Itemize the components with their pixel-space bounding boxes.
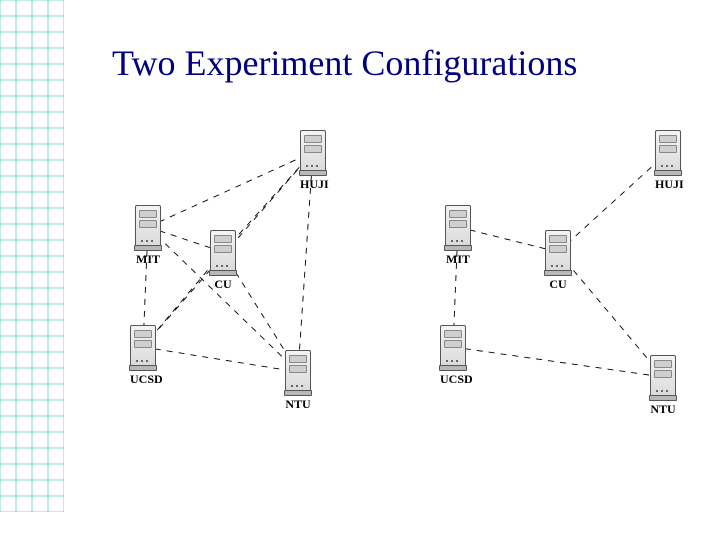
server-icon [650, 355, 676, 399]
node-label: CU [210, 277, 236, 292]
page-title: Two Experiment Configurations [112, 42, 577, 84]
node-label: HUJI [655, 177, 681, 192]
node-cu: CU [210, 230, 236, 292]
node-label: HUJI [300, 177, 326, 192]
node-huji: HUJI [655, 130, 681, 192]
server-icon [545, 230, 571, 274]
node-label: NTU [650, 402, 676, 417]
edge-ucsd-ntu [143, 347, 298, 372]
server-icon [285, 350, 311, 394]
node-huji: HUJI [300, 130, 326, 192]
side-grid [0, 0, 64, 512]
node-label: NTU [285, 397, 311, 412]
server-icon [440, 325, 466, 369]
node-label: CU [545, 277, 571, 292]
node-ucsd: UCSD [440, 325, 466, 387]
server-icon [300, 130, 326, 174]
node-ucsd: UCSD [130, 325, 156, 387]
node-cu: CU [545, 230, 571, 292]
edge-ucsd-ntu [453, 347, 663, 377]
edge-cu-huji [558, 152, 668, 252]
edge-cu-ntu [558, 252, 663, 377]
edge-mit-huji [148, 152, 313, 227]
server-icon [135, 205, 161, 249]
edge-mit-cu [458, 227, 558, 252]
diagram-left: MIT CU HUJI UCSD NTU [95, 120, 385, 410]
node-label: UCSD [440, 372, 466, 387]
server-icon [130, 325, 156, 369]
node-ntu: NTU [650, 355, 676, 417]
server-icon [210, 230, 236, 274]
node-label: MIT [135, 252, 161, 267]
diagram-right: MITCUHUJIUCSDNTU [405, 120, 695, 410]
node-label: UCSD [130, 372, 156, 387]
node-ntu: NTU [285, 350, 311, 412]
node-mit: MIT [445, 205, 471, 267]
node-mit: MIT [135, 205, 161, 267]
server-icon [655, 130, 681, 174]
node-label: MIT [445, 252, 471, 267]
server-icon [445, 205, 471, 249]
